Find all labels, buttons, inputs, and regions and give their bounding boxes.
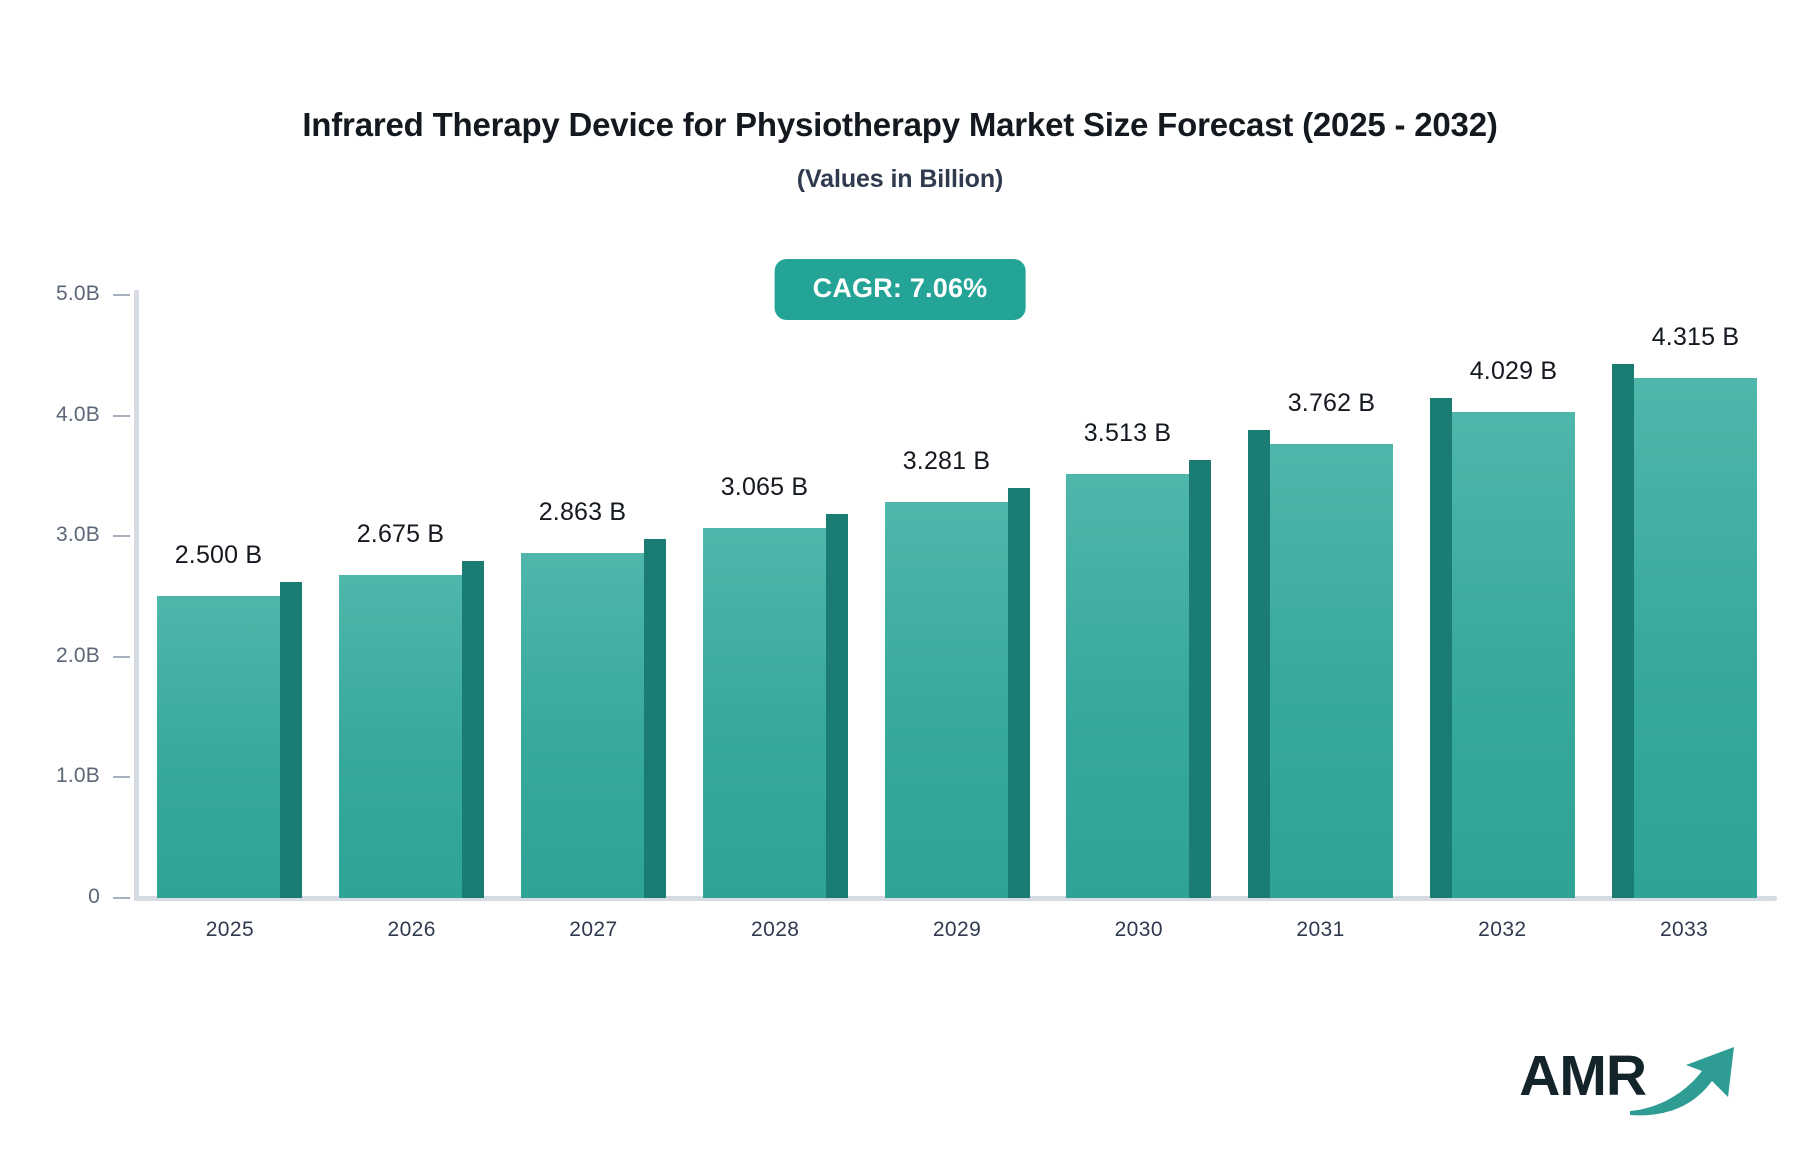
y-axis-tick-mark (113, 776, 130, 779)
bar-3d-side (1248, 430, 1270, 898)
bar-3d-bevel (462, 561, 484, 575)
x-axis-label: 2033 (1659, 918, 1709, 941)
bar-face[interactable] (703, 528, 826, 898)
chart-subtitle: (Values in Billion) (796, 164, 1004, 193)
x-axis-label: 2026 (387, 918, 436, 941)
bar-column[interactable]: 3.281 B (0, 447, 1800, 898)
y-axis-tick-label: 5.0B (56, 282, 100, 305)
y-axis-tick-label: 4.0B (56, 402, 100, 426)
y-axis-tick-mark (113, 535, 130, 538)
amr-logo: AMR (1519, 1038, 1744, 1116)
bar-face[interactable] (885, 502, 1008, 898)
x-axis-label: 2030 (1114, 918, 1163, 941)
y-axis-tick-mark (113, 414, 130, 417)
bar-column[interactable]: 4.315 B (0, 323, 1800, 898)
bar-3d-side (462, 561, 484, 898)
x-axis-line (134, 896, 1777, 901)
bar-face[interactable] (1452, 412, 1575, 898)
bar-3d-bevel (1430, 398, 1452, 412)
bar-3d-bevel (1008, 488, 1030, 502)
bar-3d-side (1430, 398, 1452, 898)
x-axis-label: 2025 (205, 918, 255, 941)
bar-face[interactable] (339, 575, 462, 898)
bar-value-label: 2.500 B (174, 541, 263, 569)
y-axis-tick-label: 2.0B (56, 643, 100, 667)
y-axis-tick-label: 0 (88, 885, 100, 908)
y-axis-tick-label: 3.0B (56, 523, 100, 547)
bar-column[interactable]: 3.762 B (0, 389, 1800, 898)
bar-column[interactable]: 2.675 B (0, 520, 1800, 898)
bar-column[interactable]: 3.065 B (0, 473, 1800, 898)
bar-value-label: 4.315 B (1651, 323, 1740, 351)
cagr-badge: CAGR: 7.06% (774, 259, 1026, 320)
x-axis-label: 2029 (932, 918, 982, 941)
bar-column[interactable]: 4.029 B (0, 357, 1800, 898)
bar-value-label: 3.762 B (1287, 389, 1376, 417)
x-axis-label: 2028 (751, 918, 800, 941)
bar-3d-side (644, 539, 666, 898)
bar-face[interactable] (1270, 444, 1393, 898)
bar-column[interactable]: 3.513 B (0, 419, 1800, 898)
bar-face[interactable] (521, 553, 644, 898)
bar-3d-side (1008, 488, 1030, 898)
bar-3d-bevel (1612, 364, 1634, 378)
bar-value-label: 3.065 B (720, 473, 809, 501)
y-axis-tick-mark (113, 897, 130, 899)
bar-value-label: 2.675 B (356, 520, 445, 548)
x-axis-label: 2027 (569, 918, 618, 941)
x-axis-label: 2032 (1478, 918, 1527, 941)
bar-column[interactable]: 2.500 B (0, 541, 1800, 898)
bar-value-label: 3.513 B (1083, 419, 1172, 447)
y-axis-tick-label: 1.0B (56, 764, 100, 788)
y-axis-tick-mark (113, 655, 130, 658)
y-axis-tick-mark (113, 294, 130, 296)
page-title: Infrared Therapy Device for Physiotherap… (302, 106, 1498, 143)
bar-face[interactable] (157, 596, 280, 898)
y-axis-line (134, 290, 139, 901)
bar-value-label: 3.281 B (902, 447, 991, 475)
x-axis-label: 2031 (1296, 918, 1345, 941)
bar-3d-bevel (1248, 430, 1270, 444)
bar-3d-bevel (280, 582, 302, 596)
bar-3d-side (280, 582, 302, 898)
bar-3d-side (1189, 460, 1211, 898)
growth-arrow-icon (1630, 1047, 1734, 1116)
bar-face[interactable] (1634, 378, 1757, 898)
bar-3d-bevel (826, 514, 848, 528)
bar-value-label: 4.029 B (1469, 357, 1558, 385)
amr-logo-text: AMR (1519, 1043, 1647, 1108)
bar-face[interactable] (1066, 474, 1189, 898)
bar-column[interactable]: 2.863 B (0, 498, 1800, 898)
bar-value-label: 2.863 B (538, 498, 627, 526)
bar-3d-bevel (644, 539, 666, 553)
bar-3d-bevel (1189, 460, 1211, 474)
chart-header: Infrared Therapy Device for Physiotherap… (0, 0, 1800, 194)
bar-3d-side (1612, 364, 1634, 898)
bar-3d-side (826, 514, 848, 898)
